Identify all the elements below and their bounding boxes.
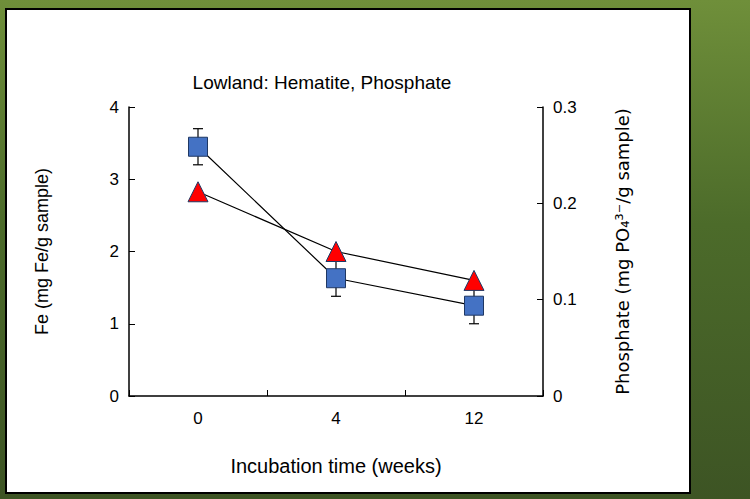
svg-text:4: 4 <box>110 98 119 117</box>
svg-text:Incubation time (weeks): Incubation time (weeks) <box>230 455 441 477</box>
svg-text:1: 1 <box>110 314 119 333</box>
svg-text:Lowland: Hematite, Phosphate: Lowland: Hematite, Phosphate <box>193 72 452 93</box>
svg-text:4: 4 <box>331 409 340 428</box>
svg-text:12: 12 <box>465 409 484 428</box>
svg-text:0.2: 0.2 <box>553 194 577 213</box>
svg-text:0: 0 <box>193 409 202 428</box>
svg-text:Phosphate (mg PO₄³⁻/g sample): Phosphate (mg PO₄³⁻/g sample) <box>612 108 633 395</box>
svg-text:0.3: 0.3 <box>553 98 577 117</box>
svg-text:0: 0 <box>553 387 562 406</box>
svg-text:0.1: 0.1 <box>553 290 577 309</box>
svg-text:3: 3 <box>110 170 119 189</box>
svg-text:2: 2 <box>110 242 119 261</box>
svg-text:Fe (mg Fe/g sample): Fe (mg Fe/g sample) <box>32 168 52 335</box>
svg-text:0: 0 <box>110 387 119 406</box>
